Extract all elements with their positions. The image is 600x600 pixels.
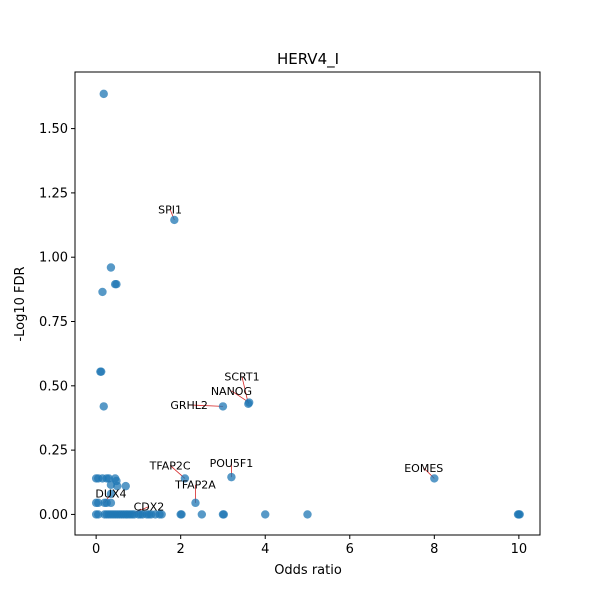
- data-point: [170, 215, 179, 225]
- y-tick-label: 0.75: [39, 315, 68, 330]
- annotation-label: DUX4: [95, 488, 126, 501]
- x-tick-label: 2: [177, 542, 185, 557]
- y-tick-label: 1.50: [39, 122, 68, 137]
- annotation-label: GRHL2: [170, 399, 208, 412]
- data-point: [94, 510, 103, 519]
- y-tick-label: 0.25: [39, 444, 68, 459]
- data-point: [94, 498, 103, 508]
- data-point: [218, 402, 228, 411]
- annotation-label: CDX2: [134, 501, 165, 514]
- data-point: [157, 510, 166, 519]
- x-tick-label: 10: [511, 542, 528, 557]
- annotation-leader: [189, 404, 223, 407]
- data-point: [106, 489, 116, 499]
- x-tick-label: 4: [261, 542, 269, 557]
- annotation-label: POU5F1: [210, 457, 254, 470]
- x-axis-label: Odds ratio: [274, 563, 342, 578]
- axis-ticks: 0 2 4 6 8 10 0.00 0.25 0.50 0.75 1.00 1.25 1.50: [39, 122, 527, 557]
- y-tick-label: 1.00: [39, 251, 68, 266]
- data-point: [191, 498, 200, 508]
- y-tick-label: 0.00: [39, 508, 68, 523]
- annotation-label: SCRT1: [224, 371, 259, 384]
- x-tick-label: 0: [92, 542, 100, 557]
- data-point: [113, 481, 122, 491]
- data-point: [244, 398, 254, 407]
- data-point: [121, 481, 130, 491]
- data-point: [106, 480, 116, 490]
- data-point: [197, 510, 207, 519]
- data-point: [98, 287, 107, 297]
- data-point: [219, 510, 228, 519]
- data-point: [106, 498, 116, 508]
- data-point: [177, 510, 186, 519]
- x-tick-label: 8: [430, 542, 438, 557]
- y-axis-label: -Log10 FDR: [13, 266, 28, 341]
- data-point: [180, 474, 190, 483]
- data-point: [227, 472, 236, 482]
- data-point: [261, 510, 270, 519]
- annotation-label: TFAP2C: [149, 459, 191, 472]
- data-points: [91, 89, 524, 519]
- data-point: [99, 89, 108, 99]
- annotation-label: TFAP2A: [174, 479, 216, 492]
- x-tick-label: 6: [346, 542, 354, 557]
- y-tick-label: 1.25: [39, 186, 68, 201]
- data-point: [99, 402, 108, 411]
- y-tick-label: 0.50: [39, 379, 68, 394]
- annotation-label: SPI1: [158, 203, 182, 216]
- data-point: [515, 510, 524, 519]
- annotation-label: NANOG: [211, 385, 252, 398]
- data-point: [104, 474, 114, 483]
- data-point: [106, 263, 116, 272]
- data-point: [112, 280, 121, 289]
- chart-title: HERV4_I: [277, 50, 339, 69]
- data-point: [303, 510, 312, 519]
- annotation-label: EOMES: [404, 462, 443, 475]
- plot-frame: [74, 71, 541, 536]
- data-point: [430, 474, 439, 483]
- data-point: [97, 367, 106, 376]
